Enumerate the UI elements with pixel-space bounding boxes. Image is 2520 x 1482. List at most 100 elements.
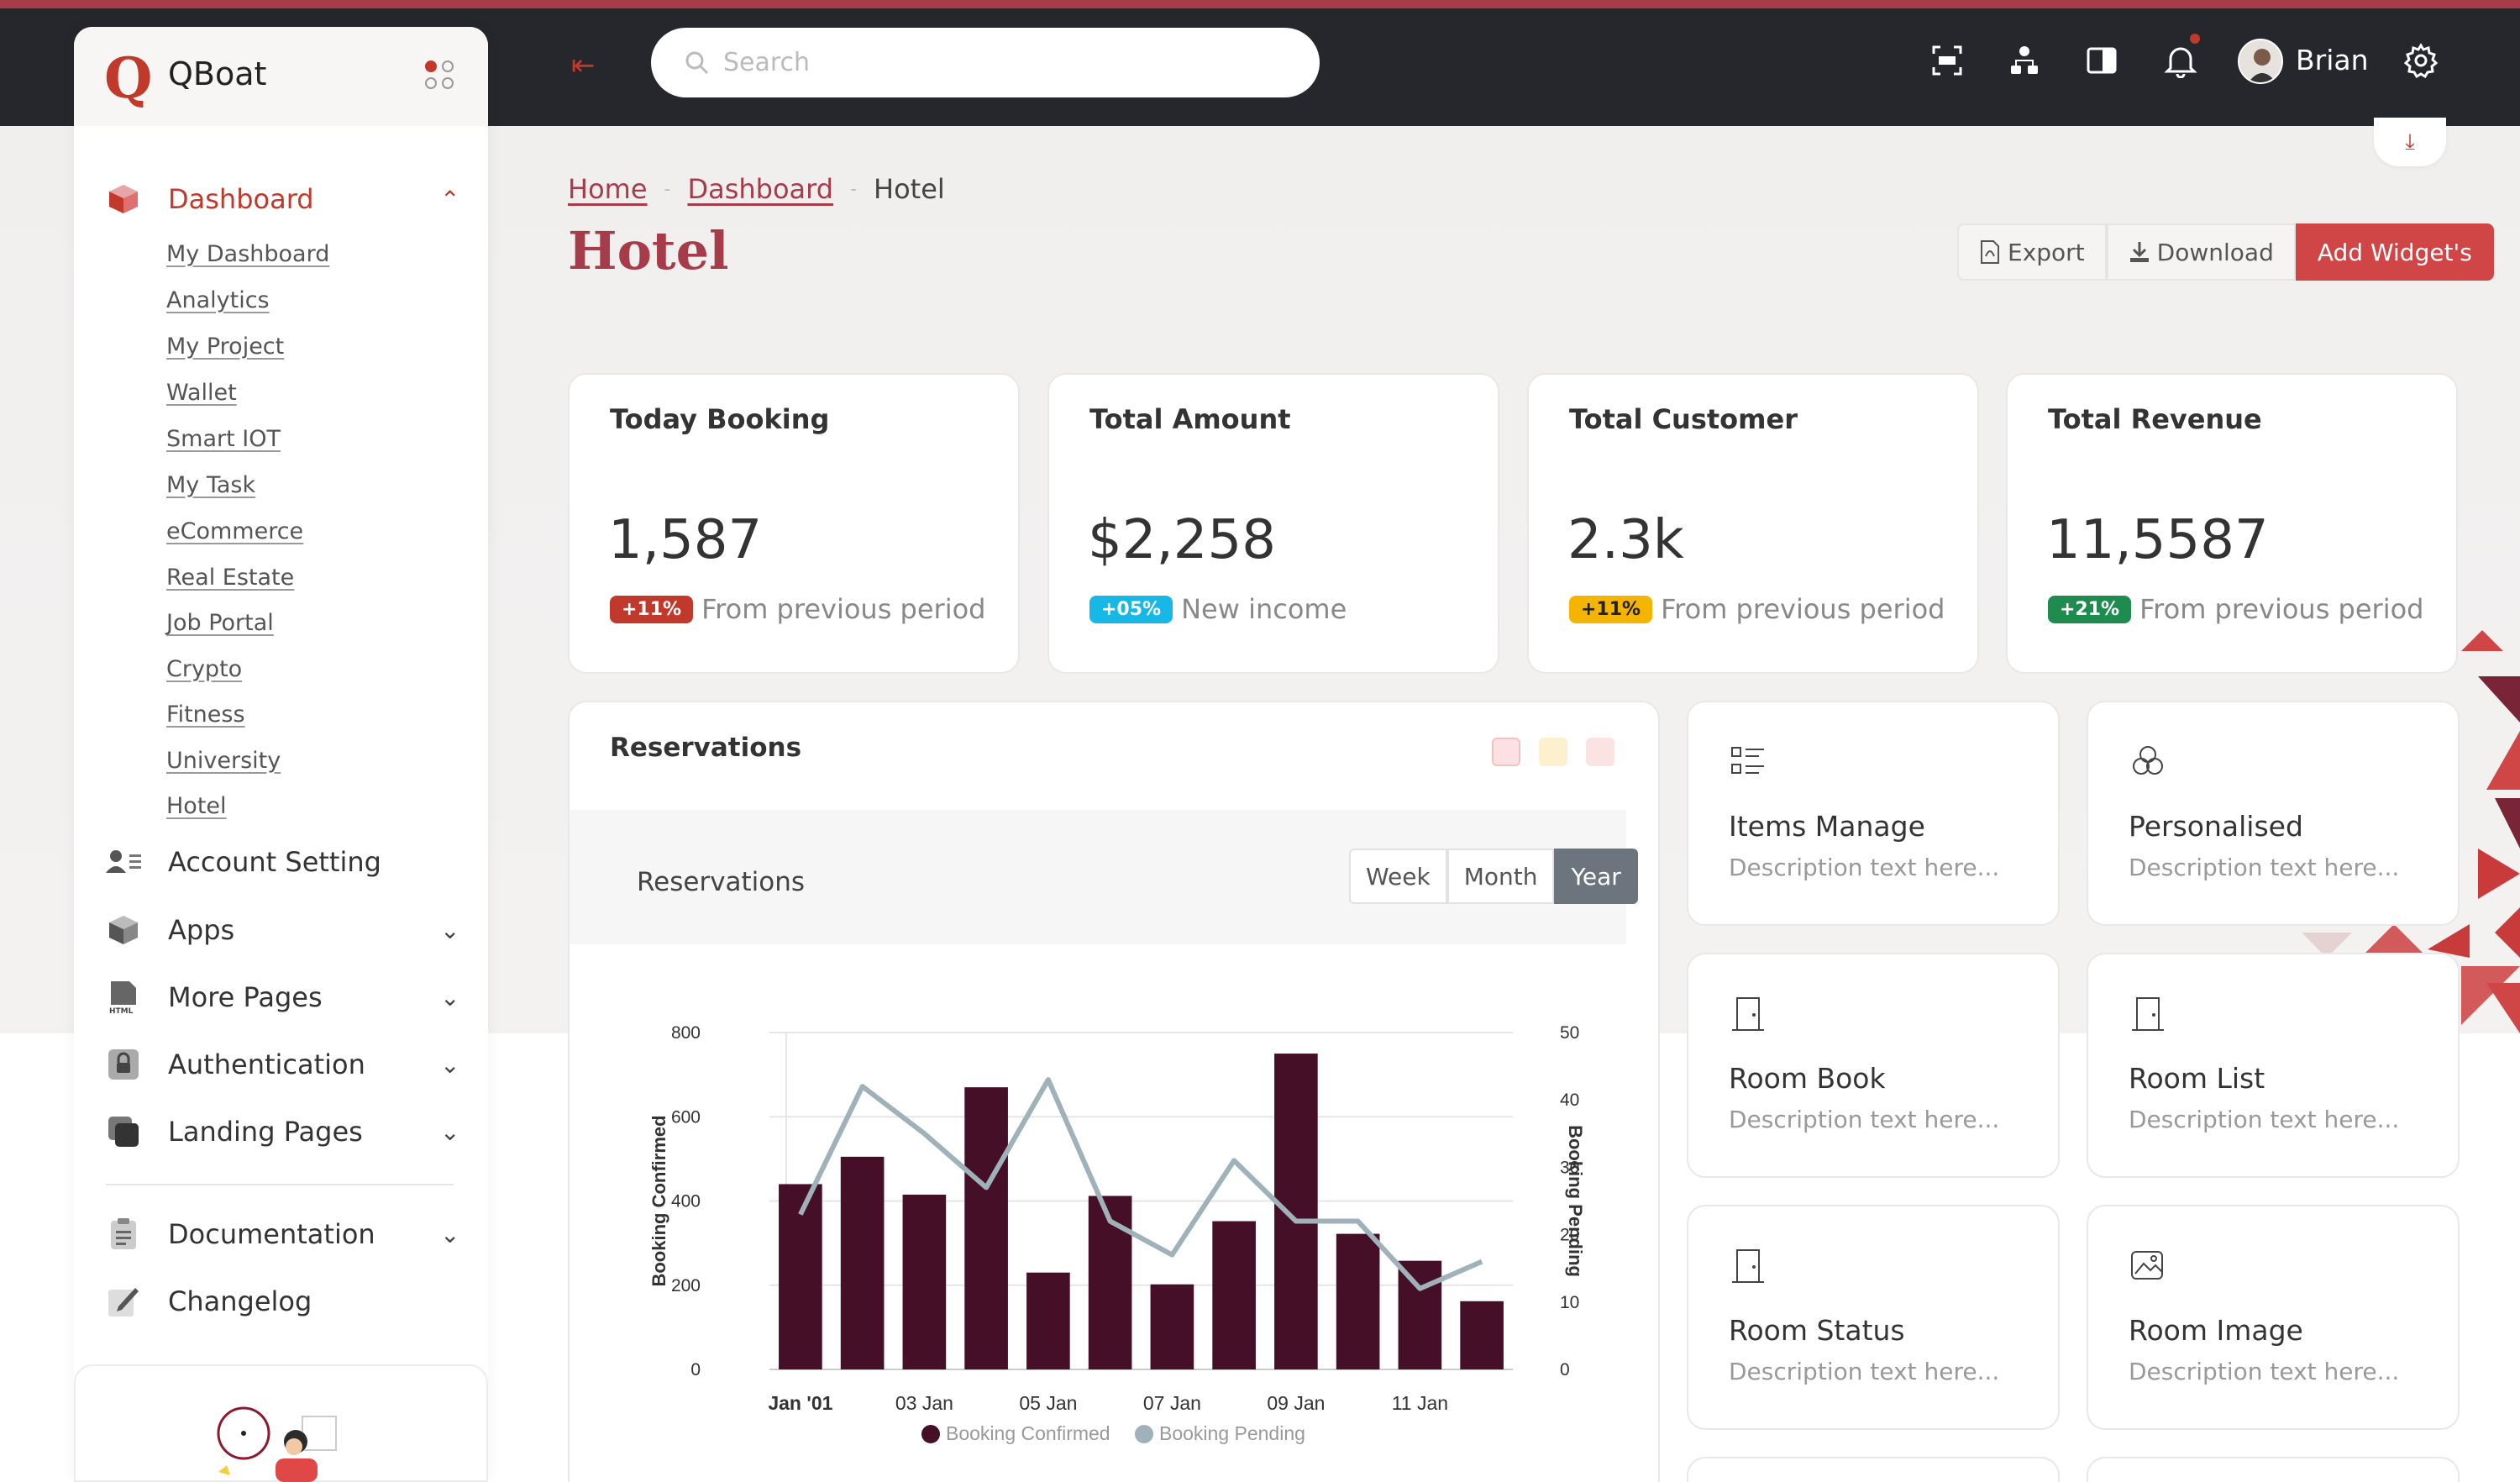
stat-card-total-revenue: Total Revenue 11,5587 +21% From previous… — [2006, 373, 2458, 674]
bar — [1460, 1301, 1504, 1369]
layout-panel-icon[interactable] — [2082, 40, 2122, 81]
apps-grid-icon[interactable] — [425, 60, 455, 91]
bar — [1088, 1196, 1132, 1369]
gear-icon[interactable] — [2401, 40, 2441, 81]
tile-title: Items Manage — [1729, 810, 1925, 843]
download-button[interactable]: Download — [2106, 223, 2296, 281]
sidebar-subitem-wallet[interactable]: Wallet — [166, 380, 237, 406]
chevron-down-icon[interactable]: ⌄ — [440, 916, 460, 944]
brand-name[interactable]: QBoat — [168, 55, 267, 92]
reservations-toolbar: Reservations Week Month Year — [570, 810, 1638, 944]
download-arrow-button[interactable]: ⤓ — [2374, 118, 2446, 166]
sidebar-item-landing-pages[interactable]: Landing Pages ⌄ — [106, 1106, 459, 1157]
sidebar-subitem-university[interactable]: University — [166, 748, 281, 774]
y2-tick-label: 30 — [1560, 1158, 1579, 1177]
stat-change: +21% From previous period — [2048, 593, 2423, 625]
stat-note: From previous period — [701, 593, 986, 625]
sidebar-item-documentation[interactable]: Documentation ⌄ — [106, 1209, 459, 1259]
y2-tick-label: 40 — [1560, 1090, 1579, 1110]
sidebar-subitem-analytics[interactable]: Analytics — [166, 287, 270, 313]
pdf-file-icon — [1981, 240, 1999, 264]
fullscreen-icon[interactable] — [1927, 40, 1967, 81]
sidebar-item-apps[interactable]: Apps ⌄ — [106, 905, 459, 955]
grid-icon[interactable] — [1586, 738, 1614, 766]
sidebar-subitem-my-task[interactable]: My Task — [166, 472, 256, 498]
chevron-down-icon[interactable]: ⌄ — [440, 1050, 460, 1079]
sidebar-subitem-crypto[interactable]: Crypto — [166, 656, 243, 682]
bell-icon[interactable] — [2160, 40, 2201, 81]
cube-icon — [106, 181, 141, 217]
logo[interactable]: Q — [104, 45, 153, 111]
folder-icon[interactable] — [1539, 738, 1567, 766]
range-year-button[interactable]: Year — [1554, 849, 1638, 904]
add-widgets-button[interactable]: Add Widget's — [2295, 223, 2494, 281]
tile-room-status[interactable]: Room Status Description text here... — [1687, 1205, 2060, 1430]
sidebar-item-authentication[interactable]: Authentication ⌄ — [106, 1039, 459, 1090]
close-card-icon[interactable] — [1492, 738, 1520, 766]
stat-value: 2.3k — [1567, 509, 1684, 571]
bar — [902, 1194, 947, 1369]
sidebar-subitem-hotel[interactable]: Hotel — [166, 793, 227, 819]
sitemap-icon[interactable] — [2004, 40, 2045, 81]
y-tick-label: 400 — [671, 1192, 701, 1211]
stat-card-today-booking: Today Booking 1,587 +11% From previous p… — [568, 373, 1020, 674]
sidebar-item-account-setting[interactable]: Account Setting — [106, 837, 381, 887]
stat-value: $2,258 — [1088, 509, 1276, 571]
x-tick-label: Jan '01 — [768, 1392, 832, 1414]
legend-label: Booking Pending — [1159, 1422, 1305, 1444]
notification-badge — [2190, 34, 2200, 44]
top-accent-strip — [0, 0, 2520, 8]
sidebar-item-label: Apps — [168, 914, 235, 946]
range-month-button[interactable]: Month — [1446, 849, 1555, 904]
sidebar-item-changelog[interactable]: Changelog — [106, 1276, 312, 1327]
status-badge: +11% — [1569, 595, 1653, 623]
chevron-up-icon[interactable]: ⌃ — [440, 185, 460, 213]
stat-title: Total Amount — [1089, 403, 1291, 435]
range-week-button[interactable]: Week — [1349, 849, 1447, 904]
tile-room-list[interactable]: Room List Description text here... — [2087, 953, 2460, 1178]
x-tick-label: 09 Jan — [1267, 1392, 1325, 1414]
bar — [1398, 1260, 1442, 1369]
tile-items-manage[interactable]: Items Manage Description text here... — [1687, 701, 2060, 926]
sidebar-subitem-my-dashboard[interactable]: My Dashboard — [166, 241, 330, 267]
export-button[interactable]: Export — [1957, 223, 2107, 281]
chevron-down-icon[interactable]: ⌄ — [440, 983, 460, 1012]
chevron-down-icon[interactable]: ⌄ — [440, 1117, 460, 1146]
reservations-subtitle: Reservations — [637, 867, 806, 897]
stat-note: New income — [1181, 593, 1347, 625]
sidebar-subitem-real-estate[interactable]: Real Estate — [166, 565, 295, 591]
stat-card-total-amount: Total Amount $2,258 +05% New income — [1047, 373, 1499, 674]
breadcrumb-home[interactable]: Home — [568, 173, 648, 205]
status-badge: +21% — [2048, 595, 2132, 623]
sidebar: Q QBoat Dashboard ⌃ My Dashboard Analyti… — [74, 27, 488, 1482]
y-tick-label: 0 — [690, 1360, 701, 1380]
avatar[interactable] — [2238, 39, 2283, 84]
tile-description: Description text here... — [2129, 1358, 2400, 1385]
stat-title: Total Revenue — [2048, 403, 2262, 435]
bar — [1336, 1233, 1380, 1369]
sidebar-item-dashboard[interactable]: Dashboard ⌃ — [106, 174, 459, 224]
sidebar-subitem-ecommerce[interactable]: eCommerce — [166, 518, 304, 544]
sidebar-subitem-smart-iot[interactable]: Smart IOT — [166, 426, 281, 452]
collapse-sidebar-button[interactable]: ⇤ — [571, 49, 596, 82]
download-icon — [2129, 242, 2149, 262]
promo-illustration — [217, 1406, 337, 1482]
sidebar-subitem-fitness[interactable]: Fitness — [166, 702, 245, 728]
sidebar-item-more-pages[interactable]: HTML More Pages ⌄ — [106, 972, 459, 1022]
x-tick-label: 07 Jan — [1143, 1392, 1201, 1414]
sidebar-subitem-job-portal[interactable]: Job Portal — [166, 610, 274, 636]
search-input[interactable]: Search — [723, 48, 811, 77]
x-tick-label: 03 Jan — [895, 1392, 953, 1414]
bar — [964, 1087, 1008, 1369]
tile-room-book[interactable]: Room Book Description text here... — [1687, 953, 2060, 1178]
tile-personalised[interactable]: Personalised Description text here... — [2087, 701, 2460, 926]
status-badge: +05% — [1089, 595, 1173, 623]
user-name[interactable]: Brian — [2296, 44, 2369, 76]
y-axis-label: Booking Confirmed — [648, 1115, 669, 1286]
sidebar-subitem-my-project[interactable]: My Project — [166, 334, 285, 360]
tile-room-image[interactable]: Room Image Description text here... — [2087, 1205, 2460, 1430]
chevron-down-icon[interactable]: ⌄ — [440, 1220, 460, 1248]
breadcrumb-dashboard[interactable]: Dashboard — [687, 173, 834, 205]
search-bar[interactable]: Search — [651, 28, 1320, 97]
tile-description: Description text here... — [1729, 854, 2000, 881]
